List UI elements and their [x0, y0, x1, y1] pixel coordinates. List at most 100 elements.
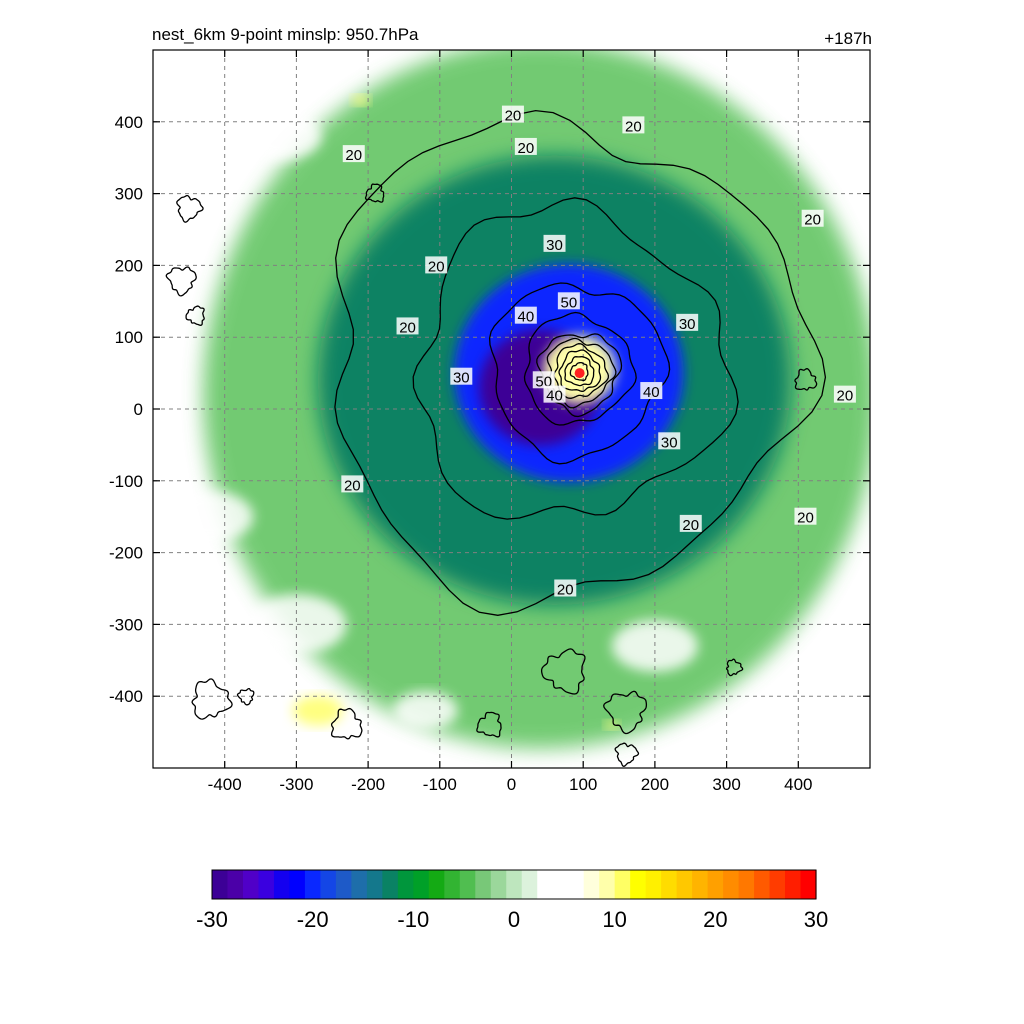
contour-label: 50 — [561, 294, 578, 311]
colorbar-swatch — [676, 870, 693, 899]
contour-label-bg — [514, 306, 537, 324]
colorbar-swatch — [785, 870, 802, 899]
contour-label-bg — [543, 234, 566, 252]
colorbar-swatch — [506, 870, 523, 899]
contour-label: 40 — [643, 384, 660, 401]
field-gap-0 — [246, 594, 347, 655]
colorbar-frame — [211, 869, 817, 900]
y-tick-label: -100 — [109, 472, 143, 491]
contour-blob — [794, 368, 818, 391]
colorbar-swatch — [599, 870, 616, 899]
colorbar-swatch — [273, 870, 291, 899]
colorbar-swatch — [459, 870, 476, 899]
colorbar: -30 -20 -10 0 10 20 30 — [196, 869, 828, 932]
contour-blob — [540, 648, 586, 695]
colorbar-swatch — [258, 870, 275, 899]
contour-blob — [236, 687, 255, 706]
contour-label: 20 — [682, 517, 699, 534]
storm-center-marker — [574, 368, 585, 379]
contour-blob — [185, 305, 205, 326]
x-tick-label: 300 — [712, 775, 740, 794]
contour-label-bg — [450, 367, 473, 385]
contour-label-bg — [557, 292, 580, 310]
colorbar-tick-label: 30 — [804, 907, 828, 932]
contour-label: 30 — [453, 370, 470, 387]
colorbar-swatch — [537, 870, 554, 899]
colorbar-swatch — [304, 870, 322, 899]
contour-blob — [614, 742, 640, 767]
contour-label: 20 — [557, 582, 574, 599]
contour-label: 30 — [661, 434, 678, 451]
y-tick-label: -400 — [109, 687, 143, 706]
colorbar-swatch — [769, 870, 786, 899]
contour-label-bg — [532, 371, 555, 389]
contour-label-bg — [501, 105, 524, 123]
colorbar-swatch — [754, 870, 771, 899]
colorbar-tick-label: 0 — [508, 907, 520, 932]
contour-label: 20 — [797, 510, 814, 527]
field-yellow-patch-1 — [352, 95, 370, 106]
colorbar-swatch — [521, 870, 538, 899]
contour-labels: 2020202020202020202020203030303040405050… — [341, 105, 856, 599]
contour-label-bg — [833, 385, 856, 403]
colorbar-swatch — [568, 870, 585, 899]
contour-blob — [176, 194, 204, 223]
contour-label: 20 — [804, 212, 821, 229]
chart-title-right: +187h — [824, 29, 872, 48]
contour-label-bg — [425, 256, 448, 274]
colorbar-swatch — [738, 870, 755, 899]
field-gap-2 — [167, 490, 254, 543]
contour-lines — [165, 109, 827, 767]
colorbar-tick-label: 20 — [703, 907, 727, 932]
colorbar-swatch — [289, 870, 306, 899]
contour-label-bg — [622, 116, 645, 134]
colorbar-swatch — [351, 870, 368, 899]
y-tick-label: 400 — [115, 113, 143, 132]
colorbar-swatch — [382, 870, 399, 899]
contour-label: 20 — [428, 258, 445, 275]
contour-label-bg — [676, 313, 699, 331]
contour-label: 20 — [625, 118, 642, 135]
contour-blob — [191, 678, 233, 720]
contour-blob — [603, 690, 648, 735]
colorbar-swatch — [661, 870, 678, 899]
contour-20 — [334, 109, 827, 616]
contour-blob — [165, 266, 197, 297]
colorbar-swatch — [583, 870, 600, 899]
y-tick-label: 200 — [115, 256, 143, 275]
contour-label-bg — [679, 514, 702, 532]
contour-inner-4 — [564, 356, 595, 387]
contour-label-bg — [554, 579, 577, 597]
colorbar-swatch — [428, 870, 445, 899]
colorbar-swatch — [614, 870, 631, 899]
plot-area: 2020202020202020202020203030303040405050… — [153, 50, 870, 768]
x-tick-label: 400 — [784, 775, 812, 794]
contour-inner-3 — [558, 349, 602, 392]
field-yellow-patch-0 — [292, 695, 344, 726]
field-gap-5 — [393, 691, 458, 730]
contour-label: 40 — [517, 309, 534, 326]
contour-label-bg — [543, 385, 566, 403]
chart-title-left: nest_6km 9-point minslp: 950.7hPa — [152, 25, 419, 44]
contour-label: 20 — [517, 140, 534, 157]
colorbar-swatch — [630, 870, 647, 899]
colorbar-swatch — [475, 870, 492, 899]
x-tick-label: -200 — [351, 775, 385, 794]
y-axis: 400 300 200 100 0 -100 -200 -300 -400 — [109, 113, 870, 706]
contour-label-bg — [640, 382, 663, 400]
contour-label-bg — [794, 507, 817, 525]
colorbar-swatch — [800, 870, 817, 899]
contour-label-bg — [342, 145, 365, 163]
contour-30 — [412, 197, 739, 520]
contour-label-bg — [341, 475, 364, 493]
colorbar-swatch — [723, 870, 740, 899]
x-tick-label: -400 — [208, 775, 242, 794]
contour-blob — [476, 711, 502, 738]
contour-label-bg — [658, 432, 681, 450]
contour-label: 30 — [679, 316, 696, 333]
colorbar-swatch — [335, 870, 352, 899]
colorbar-tick-label: 10 — [602, 907, 626, 932]
colorbar-tick-label: -10 — [397, 907, 429, 932]
y-tick-label: -200 — [109, 544, 143, 563]
